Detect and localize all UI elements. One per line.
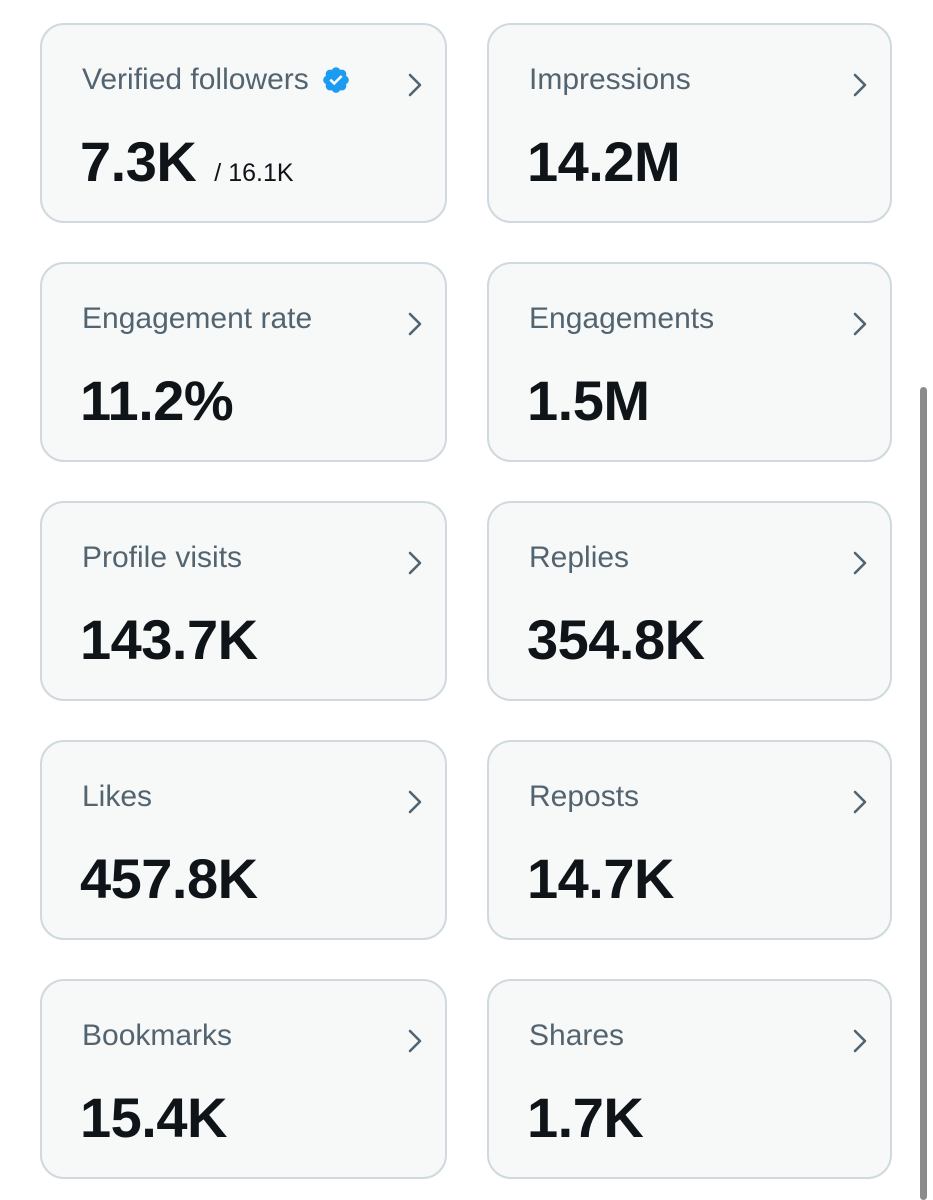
chevron-right-icon	[853, 1029, 867, 1053]
engagements-value: 1.5M	[527, 369, 650, 432]
impressions-card[interactable]: Impressions 14.2M	[487, 23, 892, 223]
vertical-scrollbar[interactable]	[920, 387, 927, 1200]
card-value-row: 11.2%	[80, 368, 234, 433]
profile-visits-card[interactable]: Profile visits 143.7K	[40, 501, 447, 701]
chevron-right-icon	[853, 790, 867, 814]
engagements-card[interactable]: Engagements 1.5M	[487, 262, 892, 462]
verified-followers-label: Verified followers	[82, 63, 309, 96]
chevron-right-icon	[408, 312, 422, 336]
verified-followers-card[interactable]: Verified followers 7.3K / 16.1K	[40, 23, 447, 223]
engagement-rate-value: 11.2%	[80, 369, 234, 432]
reposts-value: 14.7K	[527, 847, 674, 910]
engagements-label: Engagements	[529, 302, 715, 335]
card-value-row: 143.7K	[80, 607, 258, 672]
card-value-row: 354.8K	[527, 607, 705, 672]
impressions-value: 14.2M	[527, 130, 681, 193]
reposts-card[interactable]: Reposts 14.7K	[487, 740, 892, 940]
reposts-label: Reposts	[529, 780, 640, 813]
likes-label: Likes	[82, 780, 153, 813]
chevron-right-icon	[853, 312, 867, 336]
bookmarks-label: Bookmarks	[82, 1019, 233, 1052]
chevron-right-icon	[408, 551, 422, 575]
card-value-row: 14.7K	[527, 846, 674, 911]
engagement-rate-label: Engagement rate	[82, 302, 313, 335]
card-value-row: 1.7K	[527, 1085, 644, 1150]
impressions-label: Impressions	[529, 63, 691, 96]
card-value-row: 457.8K	[80, 846, 258, 911]
bookmarks-card[interactable]: Bookmarks 15.4K	[40, 979, 447, 1179]
shares-card[interactable]: Shares 1.7K	[487, 979, 892, 1179]
verified-badge-icon	[321, 65, 351, 95]
chevron-right-icon	[408, 790, 422, 814]
card-value-row: 7.3K / 16.1K	[80, 129, 294, 194]
profile-visits-value: 143.7K	[80, 608, 258, 671]
chevron-right-icon	[408, 1029, 422, 1053]
card-value-row: 1.5M	[527, 368, 650, 433]
shares-label: Shares	[529, 1019, 625, 1052]
profile-visits-label: Profile visits	[82, 541, 243, 574]
likes-value: 457.8K	[80, 847, 258, 910]
total-followers-value: / 16.1K	[214, 159, 294, 187]
analytics-metrics-grid: Verified followers 7.3K / 16.1K Impressi…	[40, 23, 892, 1179]
engagement-rate-card[interactable]: Engagement rate 11.2%	[40, 262, 447, 462]
chevron-right-icon	[853, 551, 867, 575]
replies-value: 354.8K	[527, 608, 705, 671]
likes-card[interactable]: Likes 457.8K	[40, 740, 447, 940]
card-value-row: 14.2M	[527, 129, 681, 194]
replies-card[interactable]: Replies 354.8K	[487, 501, 892, 701]
verified-followers-value: 7.3K	[80, 130, 197, 193]
card-value-row: 15.4K	[80, 1085, 227, 1150]
card-label: Verified followers	[82, 63, 351, 97]
chevron-right-icon	[853, 73, 867, 97]
replies-label: Replies	[529, 541, 630, 574]
chevron-right-icon	[408, 73, 422, 97]
bookmarks-value: 15.4K	[80, 1086, 227, 1149]
shares-value: 1.7K	[527, 1086, 644, 1149]
